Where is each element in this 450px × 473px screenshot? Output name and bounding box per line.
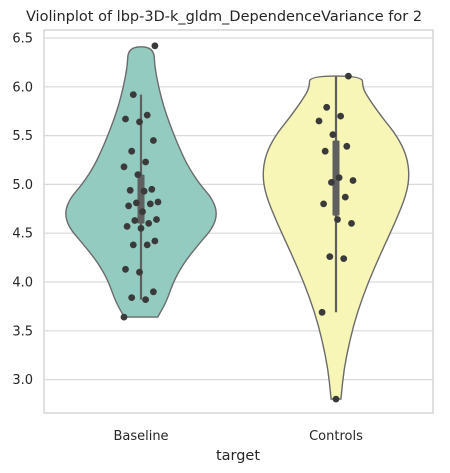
data-point bbox=[129, 91, 137, 98]
x-tick-label: Controls bbox=[309, 429, 363, 444]
data-point bbox=[131, 217, 139, 224]
data-point bbox=[315, 117, 323, 125]
data-point bbox=[334, 216, 341, 223]
data-point bbox=[136, 268, 143, 276]
data-point bbox=[128, 147, 136, 155]
y-tick-label: 5.5 bbox=[12, 129, 33, 144]
data-point bbox=[143, 111, 151, 119]
x-axis-ticks: Baseline Controls bbox=[113, 429, 363, 444]
iqr-box bbox=[137, 174, 145, 224]
data-point bbox=[340, 255, 348, 262]
data-point bbox=[335, 174, 343, 182]
data-point bbox=[142, 158, 150, 166]
data-point bbox=[139, 208, 146, 216]
data-point bbox=[122, 265, 129, 273]
data-point bbox=[154, 198, 162, 206]
data-point bbox=[150, 288, 157, 296]
data-point bbox=[145, 220, 153, 227]
data-point bbox=[128, 294, 136, 301]
data-point bbox=[136, 118, 143, 126]
chart-title: Violinplot of lbp-3D-k_gldm_DependenceVa… bbox=[26, 9, 422, 25]
data-point bbox=[343, 142, 351, 150]
data-point bbox=[345, 72, 352, 80]
data-point bbox=[129, 241, 137, 249]
y-tick-label: 4.0 bbox=[12, 276, 33, 291]
data-point bbox=[134, 171, 142, 179]
data-point bbox=[151, 237, 159, 245]
data-point bbox=[320, 200, 327, 208]
data-point bbox=[153, 216, 160, 223]
data-point bbox=[326, 253, 334, 260]
data-point bbox=[142, 296, 150, 303]
y-tick-label: 3.0 bbox=[12, 373, 33, 388]
data-point bbox=[341, 193, 349, 201]
y-axis-ticks: 3.0 3.5 4.0 4.5 5.0 5.5 6.0 6.5 bbox=[12, 32, 33, 389]
data-point bbox=[328, 179, 335, 186]
data-point bbox=[349, 177, 357, 184]
data-point bbox=[143, 241, 151, 249]
data-point bbox=[122, 115, 129, 123]
data-point bbox=[332, 395, 340, 403]
data-point bbox=[137, 224, 145, 232]
data-point bbox=[148, 185, 156, 193]
x-axis-label: target bbox=[216, 448, 260, 464]
data-point bbox=[337, 112, 344, 120]
data-point bbox=[120, 313, 128, 321]
y-tick-label: 5.0 bbox=[12, 178, 33, 193]
data-point bbox=[146, 200, 154, 208]
y-tick-label: 6.5 bbox=[12, 32, 33, 47]
x-tick-label: Baseline bbox=[113, 429, 168, 444]
data-point bbox=[151, 42, 159, 50]
data-point bbox=[126, 186, 134, 194]
data-point bbox=[318, 308, 326, 316]
data-point bbox=[323, 103, 331, 111]
y-tick-label: 4.5 bbox=[12, 227, 33, 242]
data-point bbox=[348, 220, 355, 227]
data-point bbox=[321, 147, 329, 155]
data-point bbox=[125, 202, 132, 210]
y-tick-label: 3.5 bbox=[12, 324, 33, 339]
y-tick-label: 6.0 bbox=[12, 80, 33, 95]
data-point bbox=[329, 131, 337, 139]
data-point bbox=[123, 223, 131, 230]
data-point bbox=[120, 163, 128, 171]
data-point bbox=[133, 199, 140, 207]
strip-points bbox=[120, 42, 357, 403]
data-point bbox=[150, 137, 157, 144]
data-point bbox=[140, 187, 148, 195]
